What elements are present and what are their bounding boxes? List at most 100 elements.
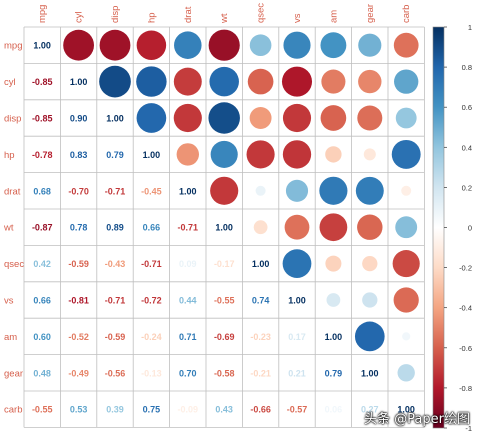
corr-circle-wt-carb — [395, 216, 418, 239]
corr-circle-wt-vs — [284, 214, 310, 240]
colorbar-tick-label: 0.6 — [462, 103, 472, 112]
corr-value-carb-gear: 0.27 — [361, 405, 379, 415]
corr-value-gear-wt: -0.58 — [214, 368, 235, 378]
column-label-drat: drat — [183, 6, 194, 23]
corr-circle-vs-am — [326, 293, 341, 307]
corr-circle-disp-qsec — [249, 107, 272, 129]
corr-value-gear-mpg: 0.48 — [33, 368, 51, 378]
corr-value-cyl-cyl: 1.00 — [70, 77, 88, 87]
corr-value-vs-hp: -0.72 — [141, 296, 162, 306]
corr-circle-disp-vs — [282, 103, 312, 133]
corr-circle-cyl-carb — [394, 69, 419, 94]
corr-value-qsec-disp: -0.43 — [105, 259, 126, 269]
corr-circle-am-carb — [402, 332, 411, 341]
corr-circle-mpg-carb — [393, 32, 419, 58]
colorbar-tick-label: 0 — [468, 224, 472, 233]
corr-value-drat-mpg: 0.68 — [33, 186, 51, 196]
corr-circle-wt-am — [319, 213, 348, 242]
corr-value-gear-drat: 0.70 — [179, 368, 197, 378]
corr-value-cyl-mpg: -0.85 — [32, 77, 53, 87]
corr-value-drat-hp: -0.45 — [141, 186, 162, 196]
corr-circle-disp-hp — [136, 103, 167, 133]
corr-circle-am-gear — [354, 321, 385, 352]
corr-value-gear-gear: 1.00 — [361, 368, 379, 378]
row-label-wt: wt — [3, 223, 14, 234]
corr-circle-cyl-gear — [358, 69, 382, 94]
corr-circle-hp-gear — [363, 148, 376, 161]
row-label-hp: hp — [4, 150, 15, 161]
colorbar-tick-label: 0.8 — [462, 63, 472, 72]
colorbar-tick-label: 0.4 — [462, 143, 472, 152]
row-label-cyl: cyl — [4, 77, 16, 88]
corr-value-carb-am: 0.06 — [325, 405, 343, 415]
corr-circle-drat-vs — [285, 179, 309, 202]
corr-circle-qsec-am — [325, 255, 342, 272]
corr-circle-wt-qsec — [253, 220, 268, 235]
corr-value-vs-cyl: -0.81 — [68, 296, 89, 306]
column-label-qsec: qsec — [256, 3, 267, 23]
corr-circle-vs-carb — [393, 287, 419, 313]
corr-value-carb-qsec: -0.66 — [250, 405, 271, 415]
row-label-am: am — [4, 332, 17, 343]
colorbar-tick-label: -1 — [465, 424, 472, 433]
corr-circle-cyl-hp — [136, 66, 167, 97]
corr-circle-cyl-vs — [281, 66, 313, 97]
corr-value-carb-hp: 0.75 — [143, 405, 161, 415]
colorbar-tick-label: 1 — [468, 23, 472, 32]
corr-value-wt-cyl: 0.78 — [70, 223, 88, 233]
corr-circle-cyl-disp — [99, 65, 131, 98]
row-label-carb: carb — [4, 405, 22, 416]
row-label-qsec: qsec — [4, 259, 24, 270]
corr-circle-qsec-carb — [392, 250, 420, 278]
corr-circle-mpg-cyl — [63, 29, 94, 61]
column-label-wt: wt — [219, 13, 230, 24]
colorbar-tick-label: -0.4 — [459, 304, 472, 313]
row-label-gear: gear — [4, 368, 23, 379]
corr-value-carb-drat: -0.09 — [178, 405, 199, 415]
corr-value-drat-disp: -0.71 — [105, 186, 126, 196]
watermark-text: 头条 @Paper绘图 — [364, 412, 470, 427]
column-label-hp: hp — [146, 12, 157, 23]
column-label-am: am — [328, 10, 339, 23]
corr-circle-mpg-wt — [208, 29, 240, 61]
corr-value-vs-vs: 1.00 — [288, 296, 306, 306]
corr-value-am-am: 1.00 — [325, 332, 343, 342]
corr-circle-mpg-vs — [283, 31, 311, 59]
corr-value-qsec-mpg: 0.42 — [33, 259, 51, 269]
corr-circle-mpg-gear — [358, 33, 382, 57]
column-label-mpg: mpg — [37, 5, 48, 23]
corr-value-qsec-drat: 0.09 — [179, 259, 197, 269]
corr-value-gear-qsec: -0.21 — [250, 368, 271, 378]
corr-circle-drat-gear — [355, 176, 384, 205]
corr-circle-hp-drat — [176, 143, 199, 166]
corr-value-carb-carb: 1.00 — [397, 405, 415, 415]
row-label-vs: vs — [4, 296, 14, 307]
corr-circle-gear-carb — [397, 364, 415, 382]
corr-circle-mpg-hp — [136, 30, 167, 60]
corr-circle-cyl-am — [321, 69, 346, 94]
row-label-mpg: mpg — [4, 41, 22, 52]
corr-circle-disp-drat — [173, 103, 202, 133]
corr-value-vs-wt: -0.55 — [214, 296, 235, 306]
corr-circle-mpg-qsec — [249, 34, 272, 57]
corr-circle-mpg-disp — [99, 29, 131, 61]
corr-value-wt-mpg: -0.87 — [32, 223, 53, 233]
corr-circle-disp-wt — [208, 102, 240, 134]
column-label-vs: vs — [292, 13, 303, 23]
corr-value-wt-hp: 0.66 — [143, 223, 161, 233]
corr-value-wt-wt: 1.00 — [215, 223, 233, 233]
corr-value-gear-disp: -0.56 — [105, 368, 126, 378]
corr-circle-hp-vs — [282, 140, 312, 169]
colorbar-tick-label: -0.2 — [459, 264, 472, 273]
corr-circle-wt-gear — [357, 214, 383, 240]
column-label-disp: disp — [110, 6, 121, 23]
corr-circle-drat-qsec — [255, 185, 266, 196]
corr-value-gear-hp: -0.13 — [141, 368, 162, 378]
corr-value-gear-cyl: -0.49 — [68, 368, 89, 378]
corr-value-carb-mpg: -0.55 — [32, 405, 53, 415]
corr-circle-disp-gear — [357, 105, 383, 131]
corr-circle-hp-am — [325, 146, 342, 163]
corr-circle-cyl-drat — [173, 67, 202, 96]
corr-value-carb-cyl: 0.53 — [70, 405, 88, 415]
